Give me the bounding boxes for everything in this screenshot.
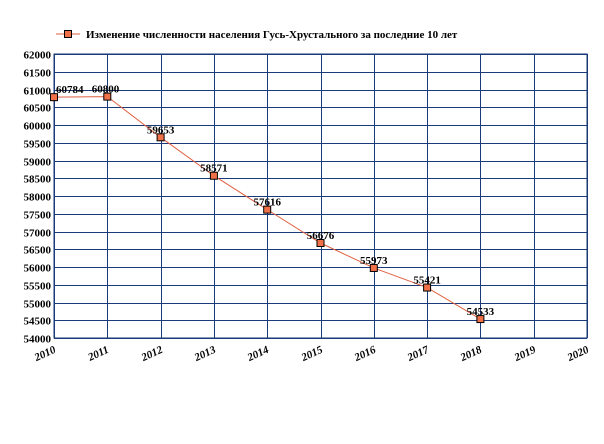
x-tick-label: 2019 (512, 344, 538, 365)
data-label: 60800 (92, 84, 120, 96)
y-tick-label: 54000 (24, 334, 52, 346)
x-tick-label: 2015 (299, 344, 325, 365)
data-label: 55973 (360, 255, 388, 267)
data-label: 54533 (467, 306, 495, 318)
x-tick-label: 2020 (565, 344, 591, 365)
series-layer (50, 92, 485, 324)
y-tick-label: 57500 (24, 210, 52, 222)
y-tick-label: 55000 (24, 299, 52, 311)
y-tick-label: 56500 (24, 245, 52, 257)
y-tick-label: 60000 (24, 121, 52, 133)
x-tick-label: 2011 (85, 344, 110, 364)
data-label: 59653 (147, 124, 175, 136)
data-label: 60784 (56, 84, 84, 96)
x-tick-label: 2010 (32, 344, 58, 365)
y-tick-label: 58500 (24, 174, 52, 186)
x-tick-label: 2012 (139, 344, 165, 365)
data-point-marker (103, 92, 112, 101)
data-point-marker (156, 133, 165, 142)
legend-marker-swatch (64, 30, 72, 38)
y-tick-label: 55500 (24, 281, 52, 293)
data-labels: 60784 60800 59653 58571 57616 56676 55973 55421… (56, 84, 495, 318)
legend-label: Изменение численности населения Гусь-Хру… (86, 29, 458, 41)
y-tick-label: 61500 (24, 68, 52, 80)
data-label: 56676 (307, 230, 335, 242)
y-tick-label: 56000 (24, 263, 52, 275)
data-label: 58571 (200, 163, 228, 175)
data-label: 57616 (253, 197, 281, 209)
data-point-marker (476, 315, 485, 324)
y-tick-label: 57000 (24, 228, 52, 240)
data-point-marker (50, 93, 58, 102)
y-tick-label: 61000 (24, 86, 52, 98)
data-point-marker (263, 205, 272, 214)
y-tick-label: 59500 (24, 139, 52, 151)
data-label: 55421 (413, 275, 441, 287)
y-tick-label: 60500 (24, 103, 52, 115)
x-tick-label: 2018 (458, 344, 484, 365)
y-tick-label: 54500 (24, 316, 52, 328)
data-point-marker (423, 283, 432, 292)
grid (53, 53, 588, 339)
data-point-marker (369, 263, 378, 272)
y-tick-label: 62000 (24, 50, 52, 62)
x-tick-label: 2016 (352, 344, 378, 365)
x-axis-ticks: 2010 2011 2012 2013 2014 2015 2016 2017 2018 2019… (32, 344, 591, 365)
x-tick-label: 2017 (405, 344, 431, 365)
data-point-marker (209, 171, 218, 180)
y-tick-label: 59000 (24, 157, 52, 169)
legend: Изменение численности населения Гусь-Хру… (56, 29, 458, 41)
x-tick-label: 2013 (192, 344, 218, 365)
y-axis-ticks: 54000 54500 55000 55500 56000 56500 57000 57500… (24, 50, 52, 346)
y-tick-label: 58000 (24, 192, 52, 204)
x-tick-label: 2014 (245, 344, 271, 365)
data-point-marker (316, 239, 325, 248)
